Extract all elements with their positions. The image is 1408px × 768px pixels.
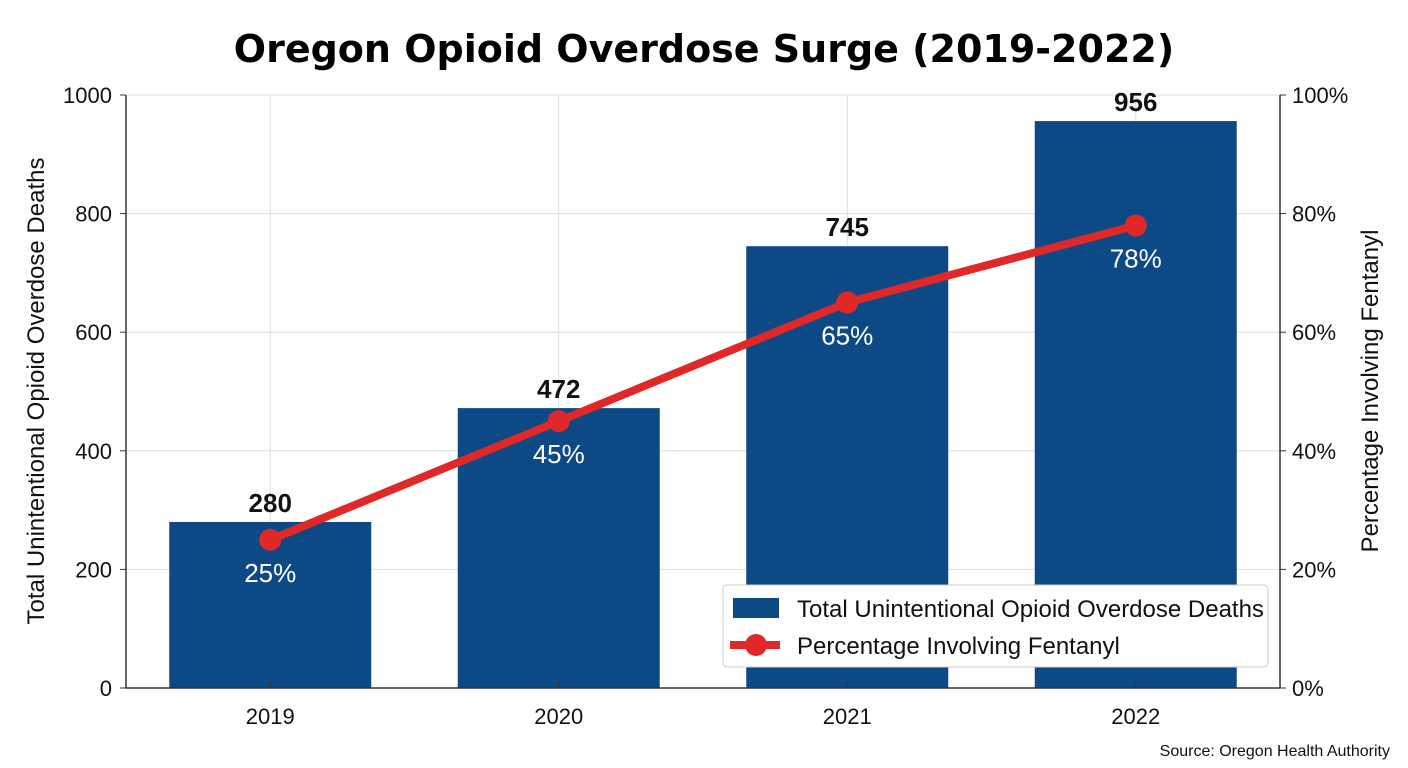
y-axis-label-left: Total Unintentional Opioid Overdose Deat… <box>23 158 50 625</box>
legend-label-fentanyl: Percentage Involving Fentanyl <box>797 633 1120 660</box>
legend-box <box>722 584 1269 668</box>
x-tick-label: 2021 <box>823 704 872 729</box>
legend-label-deaths: Total Unintentional Opioid Overdose Deat… <box>797 596 1264 623</box>
point-value-label: 65% <box>821 321 873 351</box>
x-tick-label: 2019 <box>246 704 295 729</box>
bar-value-label: 745 <box>826 212 869 242</box>
y-tick-label-left: 200 <box>75 557 112 582</box>
source-note: Source: Oregon Health Authority <box>1160 743 1390 760</box>
line-point-2020 <box>547 410 570 433</box>
chart-title: Oregon Opioid Overdose Surge (2019-2022) <box>234 27 1174 71</box>
y-tick-label-left: 0 <box>100 676 112 701</box>
bar-value-label: 280 <box>249 488 292 518</box>
fentanyl-line-path <box>268 221 1137 544</box>
line-point-2019 <box>259 528 282 551</box>
y-tick-label-left: 600 <box>75 320 112 345</box>
y-tick-label-left: 1000 <box>63 83 112 108</box>
y-tick-label-left: 400 <box>75 439 112 464</box>
point-value-label: 25% <box>244 558 296 588</box>
x-tick-label: 2020 <box>534 704 583 729</box>
line-point-2021 <box>836 291 859 314</box>
fentanyl-line <box>259 214 1147 551</box>
y-tick-label-right: 40% <box>1292 439 1336 464</box>
y-axis-label-right: Percentage Involving Fentanyl <box>1357 230 1384 553</box>
y-tick-label-left: 800 <box>75 202 112 227</box>
line-point-2022 <box>1124 214 1147 237</box>
y-tick-label-right: 20% <box>1292 557 1336 582</box>
y-tick-label-right: 80% <box>1292 202 1336 227</box>
bar-value-label: 956 <box>1114 87 1157 117</box>
bar-2020 <box>457 408 660 688</box>
x-tick-label: 2022 <box>1111 704 1160 729</box>
data-labels: 280 472 745 956 25% 45% 65% 78% <box>244 87 1162 588</box>
y-tick-label-right: 0% <box>1292 676 1324 701</box>
axes: 0 200 400 600 800 1000 0% 20% 40% 60% 80% 100% 2019 2… <box>63 83 1348 729</box>
y-tick-label-right: 60% <box>1292 320 1336 345</box>
point-value-label: 78% <box>1110 243 1162 273</box>
bar-value-label: 472 <box>537 374 580 404</box>
legend-swatch-bar <box>733 598 779 618</box>
legend-swatch-marker <box>745 634 767 656</box>
point-value-label: 45% <box>533 439 585 469</box>
y-tick-label-right: 100% <box>1292 83 1348 108</box>
legend: Total Unintentional Opioid Overdose Deat… <box>722 584 1269 668</box>
